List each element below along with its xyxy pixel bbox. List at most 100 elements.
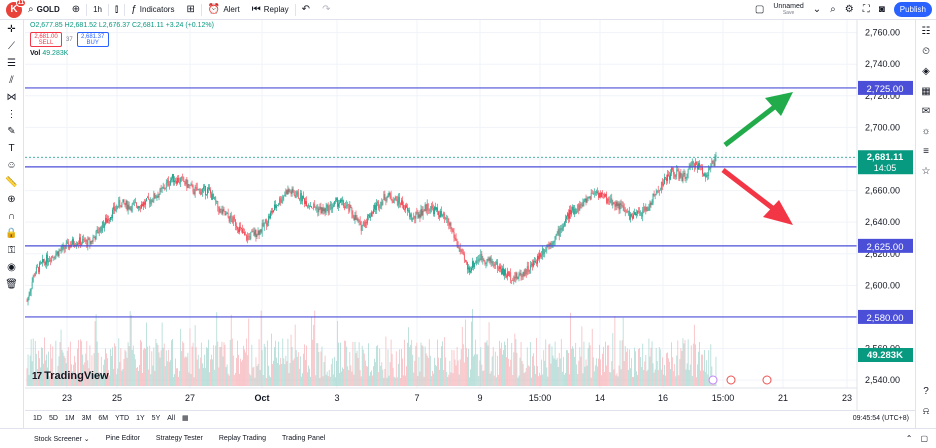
volume-bar (214, 369, 216, 386)
tab-strategy-tester[interactable]: Strategy Tester (155, 435, 203, 442)
volume-bar (390, 339, 392, 386)
volume-bar (534, 365, 535, 386)
candle-body (116, 206, 118, 210)
up-arrow-shaft (723, 103, 779, 147)
maximize-icon[interactable]: ▢ (920, 434, 928, 443)
calendar-icon[interactable]: ▦ (921, 86, 931, 97)
fullscreen-icon[interactable]: ⛶ (862, 4, 870, 15)
trash-icon[interactable]: 🗑 (5, 279, 18, 290)
volume-bar (120, 348, 122, 386)
volume-bar (198, 368, 200, 386)
trend-line-icon[interactable]: ⟋ (8, 41, 15, 52)
symbol-search-button[interactable]: ⌕ GOLD (22, 0, 66, 20)
replay-button[interactable]: ⏮ Replay (251, 4, 289, 15)
ideas-icon[interactable]: ☼ (921, 126, 931, 137)
volume-bar (189, 328, 191, 386)
candle-body (428, 210, 430, 211)
candle-body (353, 217, 355, 220)
candle-body (449, 222, 451, 226)
camera-icon[interactable]: ◙ (878, 4, 885, 15)
range-all[interactable]: All (167, 414, 176, 422)
range-3m[interactable]: 3M (81, 414, 92, 422)
tab-replay-trading[interactable]: Replay Trading (218, 435, 266, 442)
sell-button[interactable]: 2,681.00 SELL (30, 32, 62, 47)
chat-icon[interactable]: ✉ (921, 106, 931, 117)
volume-bar (210, 359, 211, 386)
text-icon[interactable]: T (8, 143, 15, 154)
zoom-in-icon[interactable]: ⊕ (7, 194, 16, 205)
price-chart[interactable]: 2,760.002,740.002,720.002,700.002,680.00… (25, 20, 915, 410)
volume-bar (31, 361, 33, 386)
quick-search-icon[interactable]: ⌕ (830, 4, 836, 15)
candle-body (463, 254, 465, 260)
candle-body (409, 210, 411, 218)
range-1m[interactable]: 1M (64, 414, 75, 422)
compare-button[interactable]: ⊕ (66, 0, 86, 20)
volume-bar (609, 372, 611, 386)
parallel-channel-icon[interactable]: ⫽ (9, 75, 14, 86)
volume-bar (449, 360, 451, 386)
chart-type-button[interactable]: ⫾ (109, 0, 124, 20)
volume-bar (532, 356, 533, 386)
alerts-panel-icon[interactable]: ⏲ (922, 46, 930, 57)
news-icon[interactable]: ≡ (923, 146, 929, 157)
candle-body (80, 237, 81, 246)
layout-icon[interactable]: ▢ (754, 4, 765, 15)
tab-pine-editor[interactable]: Pine Editor (105, 435, 140, 442)
candle-body (303, 195, 304, 199)
pattern-icon[interactable]: ⋈ (6, 92, 17, 103)
range-ytd[interactable]: YTD (115, 414, 130, 422)
help-icon[interactable]: ? (923, 386, 929, 397)
magnet-icon[interactable]: ∩ (7, 211, 16, 222)
settings-icon[interactable]: ⚙ (844, 4, 854, 15)
volume-bar (547, 376, 549, 386)
candle-body (632, 216, 633, 219)
horizontal-lines-icon[interactable]: ☰ (7, 58, 16, 69)
range-1d[interactable]: 1D (33, 414, 42, 422)
notifications-icon[interactable]: ⍾ (922, 406, 930, 417)
candle-body (339, 202, 340, 204)
volume-bar (596, 366, 598, 386)
volume-bar (530, 377, 532, 386)
buy-button[interactable]: 2,681.37 BUY (76, 32, 109, 47)
fib-icon[interactable]: ⋮ (6, 109, 17, 120)
undo-button[interactable]: ↶ (296, 0, 316, 20)
utc-clock[interactable]: 09:45:54 (UTC+8) (852, 414, 909, 422)
date-range-icon[interactable]: ▦ (182, 415, 189, 422)
redo-button[interactable]: ↷ (316, 0, 336, 20)
tab-stock-screener[interactable]: Stock Screener ⌄ (34, 435, 90, 443)
interval-button[interactable]: 1h (93, 5, 103, 14)
volume-bar (201, 363, 203, 386)
ruler-icon[interactable]: 📏 (5, 177, 18, 188)
crosshair-icon[interactable]: ✛ (7, 24, 16, 35)
range-5y[interactable]: 5Y (151, 414, 161, 422)
brush-icon[interactable]: ✎ (7, 126, 16, 137)
user-avatar[interactable]: K 11 (6, 0, 26, 18)
volume-bar (355, 353, 357, 386)
volume-bar (298, 368, 300, 386)
eye-icon[interactable]: ◉ (7, 262, 16, 273)
watchlist-icon[interactable]: ☷ (921, 26, 931, 37)
chevron-down-icon[interactable]: ⌄ (812, 4, 822, 15)
hotlists-icon[interactable]: ☆ (921, 166, 931, 177)
volume-bar (430, 376, 432, 386)
alert-button[interactable]: ⏰ Alert (207, 4, 240, 15)
lock-icon[interactable]: ⚿ (7, 245, 16, 256)
indicators-button[interactable]: ƒ Indicators (131, 4, 175, 15)
candle-body (691, 161, 693, 166)
publish-button[interactable]: Publish (893, 2, 932, 17)
emoji-icon[interactable]: ☺ (6, 160, 17, 171)
volume-bar (687, 339, 689, 386)
volume-bar (336, 360, 337, 386)
layers-icon[interactable]: ◈ (922, 66, 930, 77)
tab-trading-panel[interactable]: Trading Panel (281, 435, 326, 442)
range-5d[interactable]: 5D (48, 414, 58, 422)
volume-bar (691, 375, 693, 386)
range-6m[interactable]: 6M (98, 414, 109, 422)
collapse-icon[interactable]: ⌃ (905, 434, 913, 443)
candle-body (37, 266, 39, 273)
layout-name-button[interactable]: Unnamed Save (773, 2, 804, 16)
templates-button[interactable]: ⊞ (180, 0, 200, 20)
lock-draw-icon[interactable]: 🔒 (5, 228, 18, 239)
range-1y[interactable]: 1Y (136, 414, 145, 422)
